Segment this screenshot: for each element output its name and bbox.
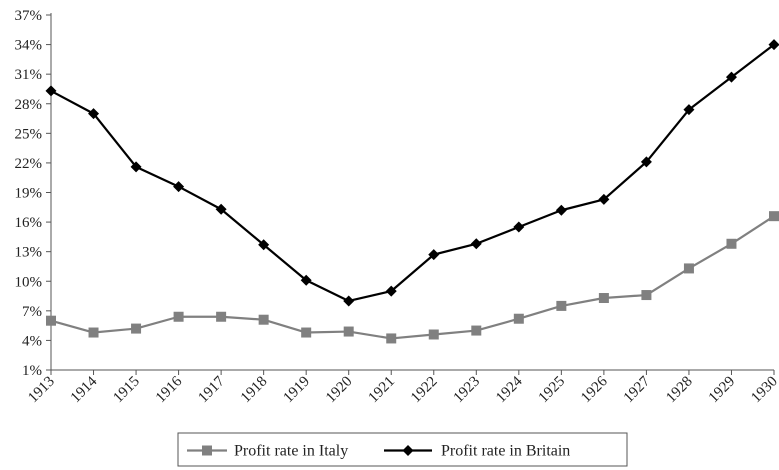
legend-label: Profit rate in Italy	[234, 443, 348, 460]
data-point-diamond	[470, 238, 482, 250]
data-point-diamond	[173, 181, 185, 193]
legend-item-britain: Profit rate in Britain	[384, 443, 570, 460]
x-tick-label: 1925	[536, 374, 569, 407]
data-point-square	[343, 326, 354, 337]
data-point-square	[769, 211, 779, 222]
x-tick-label: 1930	[748, 374, 779, 407]
legend-item-italy: Profit rate in Italy	[187, 443, 348, 460]
y-tick-label: 25%	[15, 126, 43, 142]
data-point-square	[683, 263, 694, 274]
legend: Profit rate in Italy Profit rate in Brita…	[177, 432, 628, 467]
data-point-diamond	[343, 295, 355, 307]
x-tick-label: 1916	[153, 373, 186, 406]
series-layer	[45, 39, 779, 344]
data-point-square	[202, 445, 212, 456]
x-tick-label: 1921	[366, 374, 399, 407]
data-point-square	[598, 293, 609, 304]
data-point-diamond	[768, 39, 779, 51]
axes	[50, 13, 774, 371]
x-tick-label: 1915	[110, 374, 143, 407]
x-tick-label: 1919	[280, 374, 313, 407]
data-point-diamond	[45, 85, 57, 97]
data-point-square	[216, 311, 227, 322]
data-point-diamond	[258, 239, 270, 251]
data-point-square	[131, 323, 142, 334]
data-point-square	[556, 300, 567, 311]
x-tick-label: 1929	[706, 374, 739, 407]
data-point-square	[471, 325, 482, 336]
x-tick-label: 1917	[195, 373, 228, 406]
data-point-diamond	[428, 249, 440, 261]
y-tick-label: 16%	[15, 215, 43, 231]
data-point-diamond	[300, 274, 312, 286]
x-tick-label: 1914	[68, 373, 101, 406]
x-tick-label: 1926	[578, 373, 611, 406]
data-point-diamond	[683, 104, 695, 116]
data-point-diamond	[402, 445, 414, 456]
series-line	[50, 43, 775, 303]
data-point-diamond	[725, 71, 737, 83]
data-point-square	[386, 333, 397, 344]
data-point-diamond	[385, 285, 397, 297]
data-point-diamond	[88, 108, 100, 120]
legend-label: Profit rate in Britain	[441, 443, 570, 460]
x-tick-label: 1922	[408, 374, 441, 407]
data-point-square	[301, 327, 312, 338]
x-tick-label: 1928	[663, 374, 696, 407]
series-line	[50, 215, 775, 340]
data-point-square	[173, 311, 184, 322]
y-tick-label: 10%	[15, 274, 43, 290]
data-point-square	[258, 314, 269, 325]
data-point-square	[88, 327, 99, 338]
series-italy	[46, 211, 779, 344]
data-point-square	[726, 238, 737, 249]
x-tick-label: 1923	[451, 374, 484, 407]
x-tick-label: 1918	[238, 374, 271, 407]
y-tick-label: 37%	[15, 8, 43, 24]
data-point-diamond	[130, 161, 142, 173]
data-point-diamond	[598, 193, 610, 205]
y-tick-label: 7%	[22, 304, 42, 320]
y-tick-label: 31%	[15, 67, 43, 83]
data-point-diamond	[555, 204, 567, 216]
data-point-diamond	[513, 221, 525, 233]
y-axis-ticks: 1% 4% 7% 10% 13% 16% 19% 22% 25% 28% 31% 34% 37%	[15, 8, 51, 379]
x-tick-label: 1924	[493, 373, 526, 406]
y-tick-label: 1%	[22, 363, 42, 379]
data-point-diamond	[640, 156, 652, 168]
y-tick-label: 4%	[22, 333, 42, 349]
x-tick-label: 1920	[323, 374, 356, 407]
x-tick-label: 1927	[621, 373, 654, 406]
y-tick-label: 34%	[15, 38, 43, 54]
x-axis-ticks: 1913 1914 1915 1916 1917 1918 1919 1920 1921 1922…	[25, 370, 779, 406]
data-point-diamond	[215, 203, 227, 215]
data-point-square	[46, 315, 56, 326]
series-britain	[45, 39, 779, 307]
data-point-square	[641, 290, 652, 301]
y-tick-label: 19%	[15, 186, 43, 202]
data-point-square	[513, 313, 524, 324]
y-tick-label: 28%	[15, 97, 43, 113]
data-point-square	[428, 329, 439, 340]
y-tick-label: 22%	[15, 156, 43, 172]
y-tick-label: 13%	[15, 245, 43, 261]
